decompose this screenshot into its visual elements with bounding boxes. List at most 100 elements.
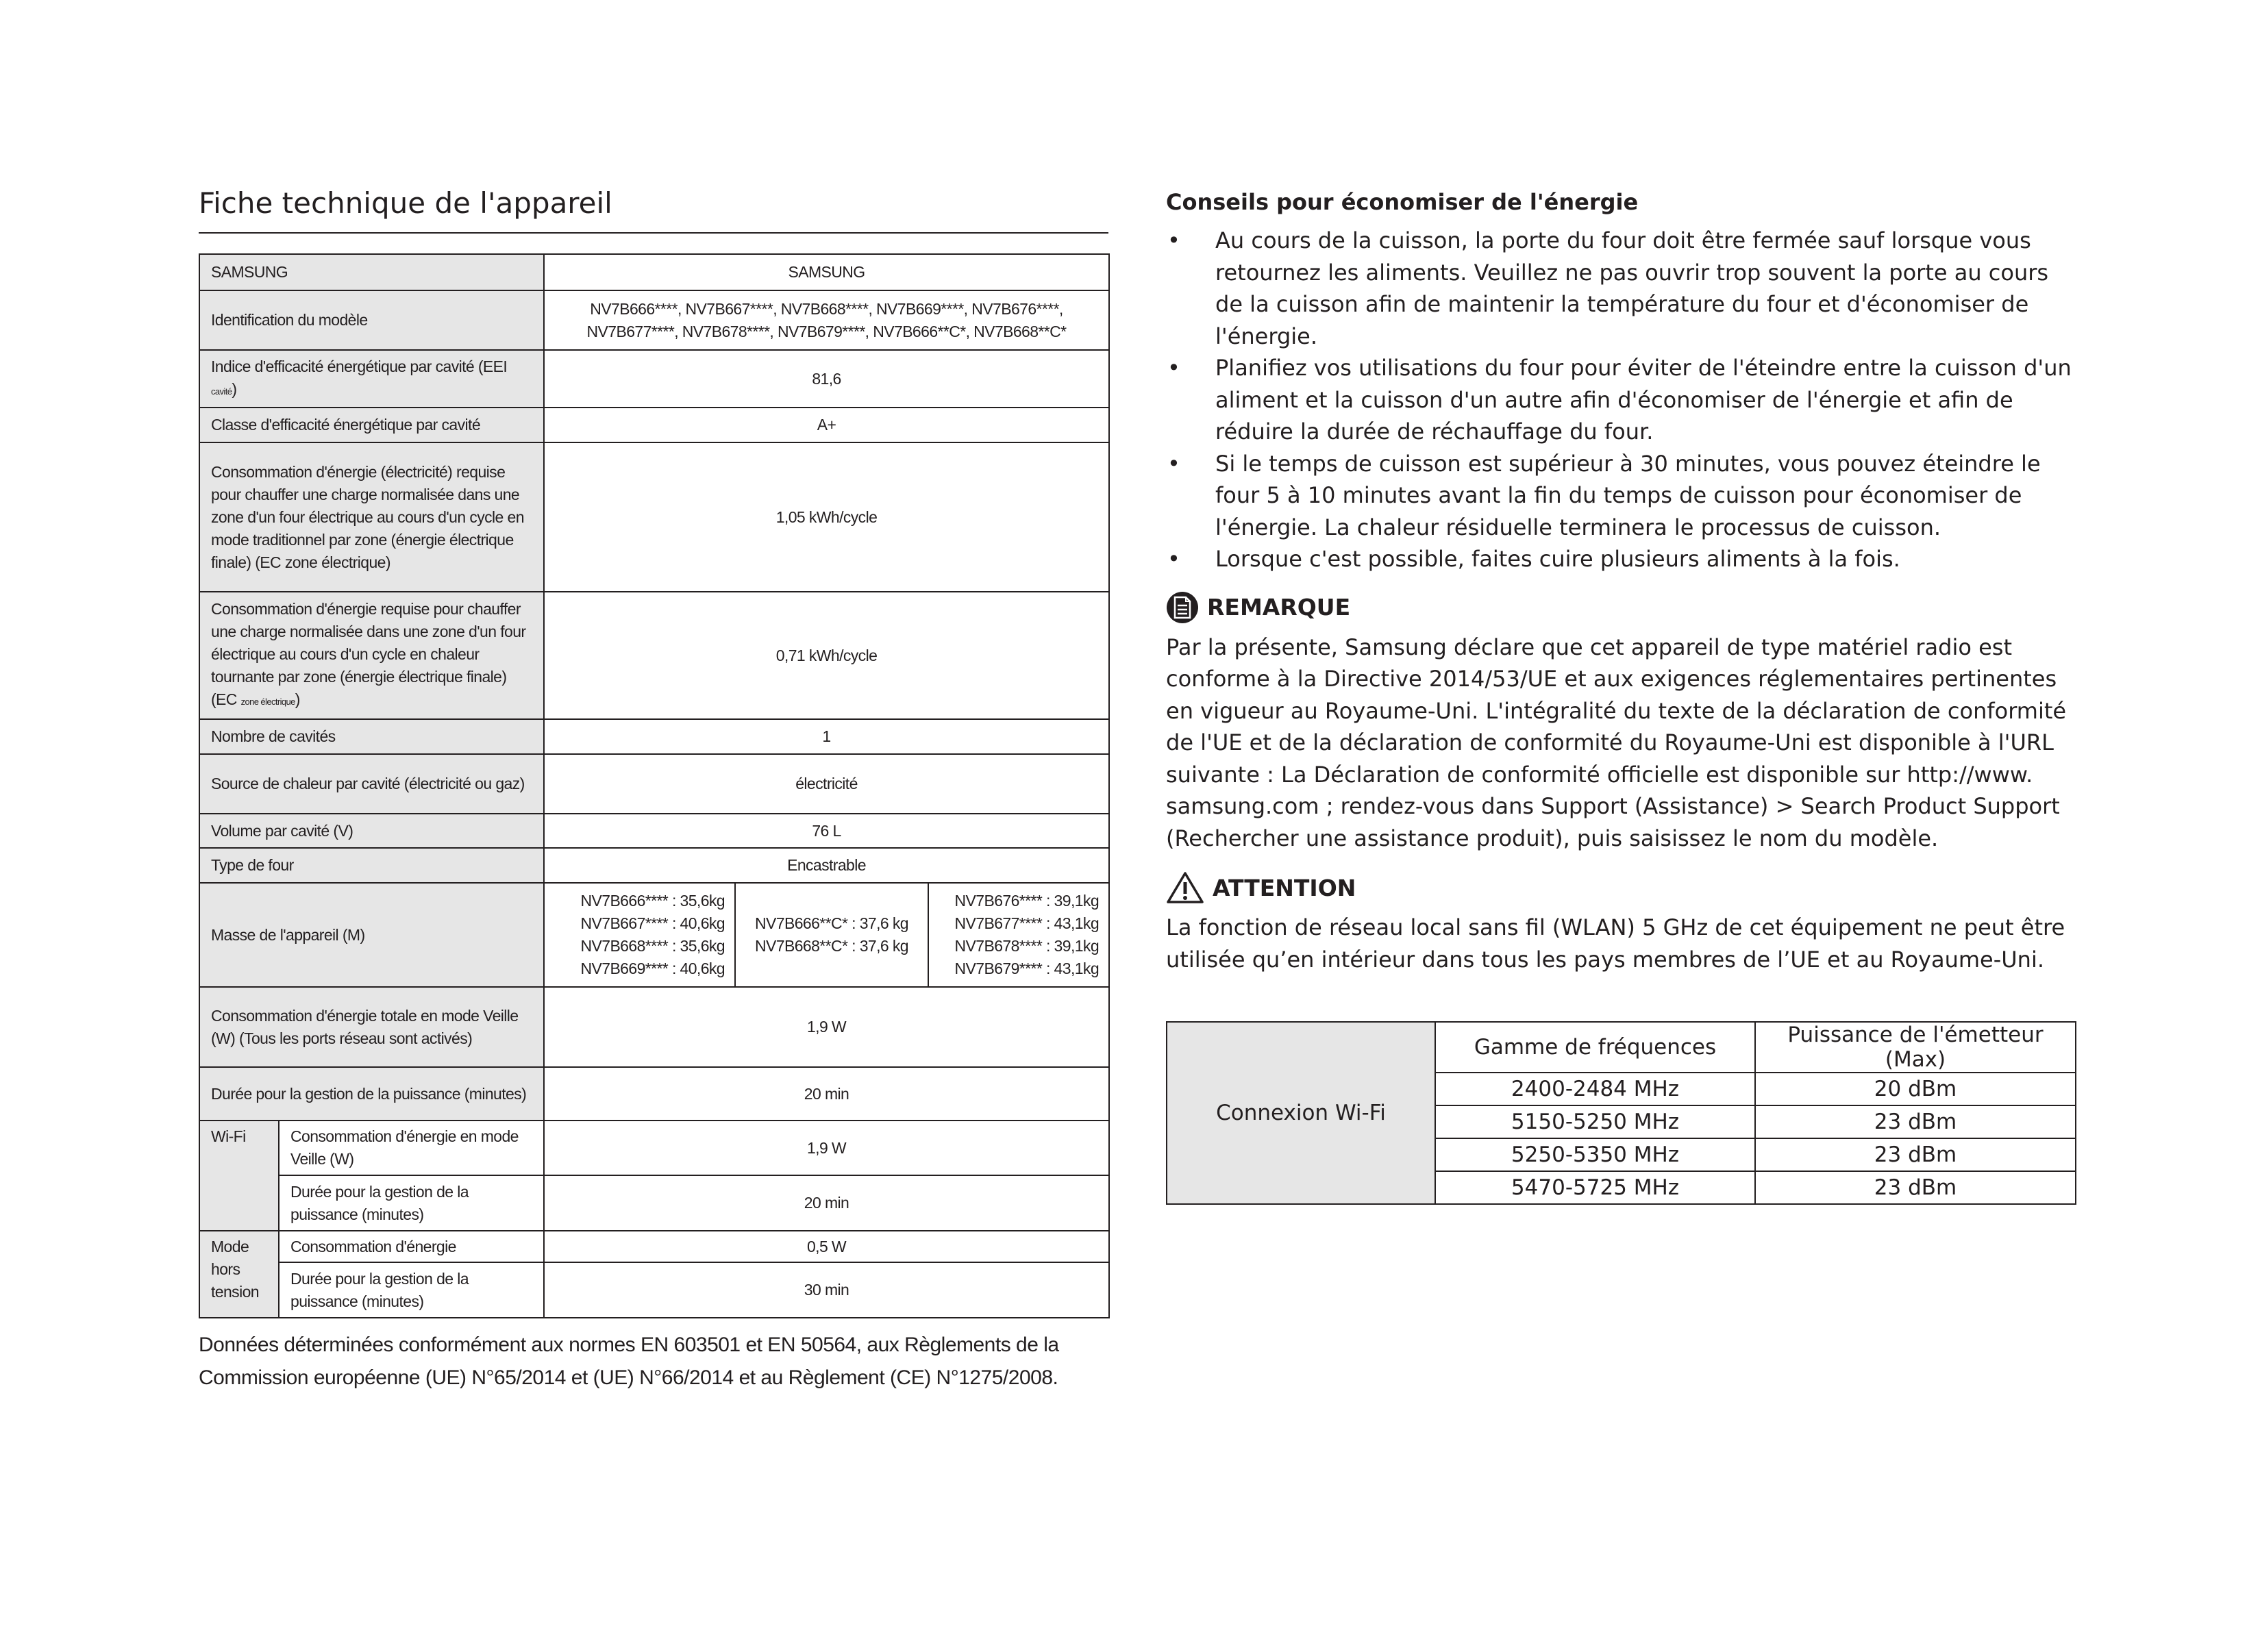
power-cell: 20 dBm [1754, 1072, 2076, 1106]
mass-entry: NV7B666**C* : 37,6 kg [755, 914, 909, 932]
off-mode-group-label: Mode hors tension [199, 1230, 280, 1318]
off-power-management-label: Durée pour la gestion de la puissance (m… [278, 1262, 545, 1318]
column-header: Puissance de l'émetteur (Max) [1754, 1021, 2076, 1073]
ec-traditional-label: Consommation d'énergie (électricité) req… [199, 442, 545, 592]
table-row: Connexion Wi-Fi Gamme de fréquences Puissa… [1166, 1021, 2076, 1205]
mass-col-1: NV7B666**** : 35,6kg NV7B667**** : 40,6kg… [543, 882, 736, 988]
ec-fan-value: 0,71 kWh/cycle [543, 591, 1110, 720]
list-item: • Lorsque c'est possible, faites cuire pl… [1166, 543, 2077, 575]
note-icon [1167, 591, 1198, 623]
tips-list: • Au cours de la cuisson, la porte du fou… [1166, 225, 2077, 575]
cavities-label: Nombre de cavités [199, 718, 545, 755]
table-row: Identification du modèle NV7B666****, NV7… [199, 290, 1110, 351]
off-consumption-label: Consommation d'énergie [278, 1230, 545, 1263]
mass-label: Masse de l'appareil (M) [199, 882, 545, 988]
table-row: Masse de l'appareil (M) NV7B666**** : 35… [199, 882, 1110, 988]
frequency-cell: 2400-2484 MHz [1435, 1072, 1756, 1106]
table-row: 5150-5250 MHz 23 dBm [1167, 1105, 2076, 1139]
mass-col-3: NV7B676**** : 39,1kg NV7B677**** : 43,1kg… [927, 882, 1110, 988]
tip-text: Lorsque c'est possible, faites cuire plu… [1215, 546, 1900, 572]
frequency-cell: 5250-5350 MHz [1435, 1138, 1756, 1172]
tip-text: Au cours de la cuisson, la porte du four… [1215, 227, 2049, 349]
footnote: Données déterminées conformément aux nor… [199, 1334, 1059, 1389]
mass-entry: NV7B666**** : 35,6kg [580, 892, 725, 910]
model-value: NV7B666****, NV7B667****, NV7B668****, N… [543, 290, 1110, 351]
wifi-consumption-value: 1,9 W [543, 1120, 1110, 1176]
bullet-icon: • [1167, 227, 1180, 253]
table-row: 5470-5725 MHz 23 dBm [1167, 1171, 2076, 1205]
heat-source-label: Source de chaleur par cavité (électricit… [199, 753, 545, 814]
table-row: 2400-2484 MHz 20 dBm [1167, 1072, 2076, 1106]
wifi-consumption-label: Consommation d'énergie en mode Veille (W… [278, 1120, 545, 1176]
volume-label: Volume par cavité (V) [199, 813, 545, 849]
power-cell: 23 dBm [1754, 1171, 2076, 1205]
list-item: • Si le temps de cuisson est supérieur à … [1166, 448, 2077, 544]
class-label: Classe d'efficacité énergétique par cavi… [199, 407, 545, 443]
note-title: REMARQUE [1207, 594, 1351, 621]
frequency-cell: 5150-5250 MHz [1435, 1105, 1756, 1139]
mass-entry: NV7B668**** : 35,6kg [580, 937, 725, 955]
power-cell: 23 dBm [1754, 1138, 2076, 1172]
standby-value: 1,9 W [543, 986, 1110, 1068]
power-management-label: Durée pour la gestion de la puissance (m… [199, 1066, 545, 1121]
table-row: Classe d'efficacité énergétique par cavi… [199, 407, 1110, 443]
eei-label: Indice d'efficacité énergétique par cavi… [199, 349, 545, 408]
table-row: Consommation d'énergie (électricité) req… [199, 442, 1110, 592]
tips-heading: Conseils pour économiser de l'énergie [1166, 189, 1639, 215]
note-text: Par la présente, Samsung déclare que cet… [1166, 634, 2067, 851]
frequency-cell: 5470-5725 MHz [1435, 1171, 1756, 1205]
caution-title: ATTENTION [1213, 874, 1356, 901]
table-row: Indice d'efficacité énergétique par cavi… [199, 349, 1110, 408]
wifi-group-label: Wi-Fi [199, 1120, 280, 1231]
wifi-power-management-value: 20 min [543, 1175, 1110, 1231]
caution-text: La fonction de réseau local sans fil (WL… [1166, 914, 2065, 973]
oven-type-value: Encastrable [543, 847, 1110, 884]
ec-fan-label: Consommation d'énergie requise pour chau… [199, 591, 545, 720]
power-management-value: 20 min [543, 1066, 1110, 1121]
column-header: Gamme de fréquences [1435, 1021, 1756, 1073]
eei-label-text: Indice d'efficacité énergétique par cavi… [211, 357, 508, 375]
standby-label: Consommation d'énergie totale en mode Ve… [199, 986, 545, 1068]
tip-text: Si le temps de cuisson est supérieur à 3… [1215, 450, 2041, 540]
mass-entry: NV7B667**** : 40,6kg [580, 914, 725, 932]
eei-subscript: cavité [211, 386, 232, 397]
table-row: Consommation d'énergie totale en mode Ve… [199, 986, 1110, 1068]
wifi-table: Connexion Wi-Fi Gamme de fréquences Puissa… [1166, 1021, 2076, 1205]
table-row: Consommation d'énergie requise pour chau… [199, 591, 1110, 720]
list-item: • Planifiez vos utilisations du four pour… [1166, 352, 2077, 448]
table-row: Source de chaleur par cavité (électricit… [199, 753, 1110, 814]
title-divider [199, 232, 1108, 234]
brand-label: SAMSUNG [199, 253, 545, 291]
table-row: Durée pour la gestion de la puissance (m… [199, 1066, 1110, 1121]
mass-entry: NV7B668**C* : 37,6 kg [755, 937, 909, 955]
table-row: Nombre de cavités 1 [199, 718, 1110, 755]
mass-entry: NV7B678**** : 39,1kg [954, 937, 1100, 955]
table-row: Mode hors tension Consommation d'énergie 0… [199, 1230, 1110, 1318]
table-row: Wi-Fi Consommation d'énergie en mode Veil… [199, 1120, 1110, 1231]
model-line: NV7B677****, NV7B678****, NV7B679****, N… [586, 322, 1067, 340]
bullet-icon: • [1167, 355, 1180, 381]
model-line: NV7B666****, NV7B667****, NV7B668****, N… [590, 299, 1063, 318]
table-row: 5250-5350 MHz 23 dBm [1167, 1138, 2076, 1172]
ec-fan-label-text: Consommation d'énergie requise pour chau… [211, 600, 526, 708]
mass-entry: NV7B676**** : 39,1kg [954, 892, 1100, 910]
power-cell: 23 dBm [1754, 1105, 2076, 1139]
warning-icon [1167, 872, 1204, 903]
bullet-icon: • [1167, 450, 1180, 477]
mass-col-2: NV7B666**C* : 37,6 kg NV7B668**C* : 37,6 … [734, 882, 929, 988]
off-consumption-value: 0,5 W [543, 1230, 1110, 1263]
eei-value: 81,6 [543, 349, 1110, 408]
table-row: Durée pour la gestion de la puissance (m… [199, 1175, 1110, 1231]
volume-value: 76 L [543, 813, 1110, 849]
ec-fan-subscript: zone électrique [240, 697, 296, 707]
spec-table: SAMSUNG SAMSUNG Identification du modèle N… [199, 253, 1110, 1318]
ec-traditional-value: 1,05 kWh/cycle [543, 442, 1110, 592]
wifi-power-management-label: Durée pour la gestion de la puissance (m… [278, 1175, 545, 1231]
oven-type-label: Type de four [199, 847, 545, 884]
mass-entry: NV7B669**** : 40,6kg [580, 960, 725, 977]
wifi-row-label: Connexion Wi-Fi [1166, 1021, 1436, 1205]
table-row: SAMSUNG SAMSUNG [199, 253, 1110, 291]
mass-entry: NV7B679**** : 43,1kg [954, 960, 1100, 977]
note-heading: REMARQUE [1166, 590, 2077, 625]
class-value: A+ [543, 407, 1110, 443]
